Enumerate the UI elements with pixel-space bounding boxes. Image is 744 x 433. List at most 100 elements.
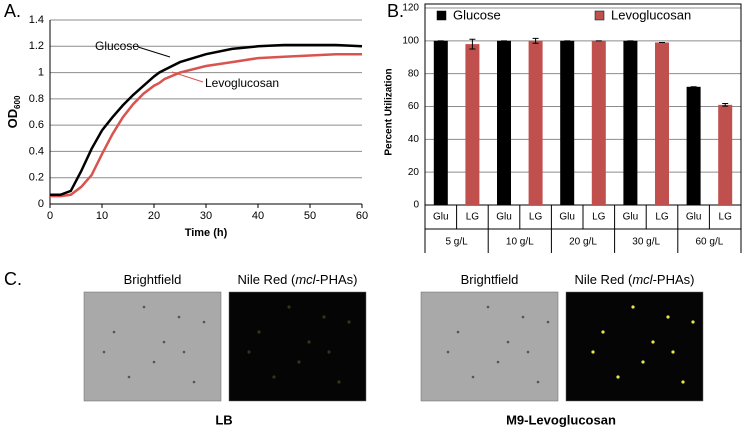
panel-label: C.	[4, 269, 22, 289]
x-tick-label: 30 g/L	[632, 237, 660, 248]
cell	[546, 320, 550, 324]
y-tick-label: 80	[408, 68, 420, 79]
sub-label: LG	[655, 212, 669, 223]
image-title-part: Brightfield	[461, 272, 519, 287]
y-axis-label: Percent Utilization	[384, 68, 395, 155]
sub-label: LG	[529, 212, 543, 223]
cell	[162, 340, 166, 344]
bar	[718, 104, 733, 205]
micrograph	[565, 291, 704, 402]
annotation: Glucose	[95, 39, 139, 53]
bar	[465, 44, 480, 205]
legend-label: Levoglucosan	[611, 7, 691, 22]
image-title-part: mcl	[295, 272, 316, 287]
line	[50, 43, 363, 197]
bar	[623, 40, 638, 206]
cell	[631, 305, 635, 309]
bar	[433, 40, 448, 206]
cell	[691, 320, 695, 324]
bar	[655, 42, 669, 205]
cell	[152, 360, 156, 364]
x-tick-label: 5 g/L	[445, 237, 468, 248]
cell	[247, 350, 251, 354]
x-axis-label: Time (h)	[185, 227, 228, 239]
cell	[287, 305, 291, 309]
y-tick-label: 0	[38, 198, 44, 210]
cell	[666, 315, 670, 319]
x-tick-label: 0	[47, 210, 53, 222]
sub-label: Glu	[559, 212, 575, 223]
annotation: Levoglucosan	[205, 76, 279, 90]
cell	[591, 350, 595, 354]
image-title-part: -PHAs)	[653, 272, 695, 287]
cell	[456, 330, 460, 334]
micrograph	[83, 291, 222, 402]
legend-swatch	[594, 10, 605, 21]
image-title: Brightfield	[461, 272, 519, 287]
legend-label: Glucose	[453, 7, 501, 22]
x-tick-label: 10	[96, 210, 108, 222]
cell	[322, 315, 326, 319]
cell	[337, 380, 341, 384]
y-tick-label: 0.8	[29, 93, 44, 105]
cell	[192, 380, 196, 384]
image-title-part: Nile Red (	[238, 272, 296, 287]
sub-label: Glu	[433, 212, 449, 223]
annotation-leader	[171, 71, 204, 83]
x-tick-label: 40	[252, 210, 264, 222]
y-tick-label: 0.2	[29, 172, 44, 184]
cell	[142, 305, 146, 309]
cell	[177, 315, 181, 319]
cell	[671, 350, 675, 354]
y-axis-label-main: OD	[5, 109, 20, 129]
cell	[536, 380, 540, 384]
x-tick-label: 60	[356, 210, 368, 222]
sub-label: LG	[719, 212, 733, 223]
cell	[506, 340, 510, 344]
image-title-part: Brightfield	[124, 272, 182, 287]
error-bar	[722, 103, 729, 107]
legend-swatch	[436, 10, 447, 21]
image-title-part: mcl	[632, 272, 653, 287]
sub-label: LG	[466, 212, 480, 223]
cell	[112, 330, 116, 334]
cell	[102, 350, 106, 354]
y-tick-label: 0	[413, 200, 419, 211]
image-title: Nile Red (mcl-PHAs)	[575, 272, 695, 287]
x-tick-label: 10 g/L	[506, 237, 534, 248]
error-bar	[469, 38, 476, 50]
y-tick-label: 0.6	[29, 119, 44, 131]
cell	[257, 330, 261, 334]
cell	[601, 330, 605, 334]
x-tick-label: 50	[304, 210, 316, 222]
cell	[496, 360, 500, 364]
error-bar	[532, 37, 539, 44]
bar	[497, 40, 511, 206]
cell	[681, 380, 685, 384]
image-caption: M9-Levoglucosan	[506, 412, 616, 427]
y-tick-label: 60	[408, 101, 420, 112]
y-tick-label: 20	[408, 167, 420, 178]
cell	[651, 340, 655, 344]
annotation-leader	[137, 46, 171, 58]
cell	[446, 350, 450, 354]
cell	[616, 375, 620, 379]
bar	[528, 40, 543, 206]
cell	[641, 360, 645, 364]
cell	[347, 320, 351, 324]
sub-label: LG	[592, 212, 606, 223]
x-tick-label: 20	[148, 210, 160, 222]
micrograph	[228, 291, 367, 402]
bar	[560, 40, 575, 206]
cell	[202, 320, 206, 324]
cell	[486, 305, 490, 309]
cell	[297, 360, 301, 364]
image-title-part: -PHAs)	[316, 272, 358, 287]
x-tick-label: 30	[200, 210, 212, 222]
image-title: Nile Red (mcl-PHAs)	[238, 272, 358, 287]
cell	[526, 350, 530, 354]
panel-label: B.	[387, 1, 404, 21]
y-tick-label: 0.4	[29, 145, 44, 157]
y-tick-label: 100	[402, 35, 419, 46]
